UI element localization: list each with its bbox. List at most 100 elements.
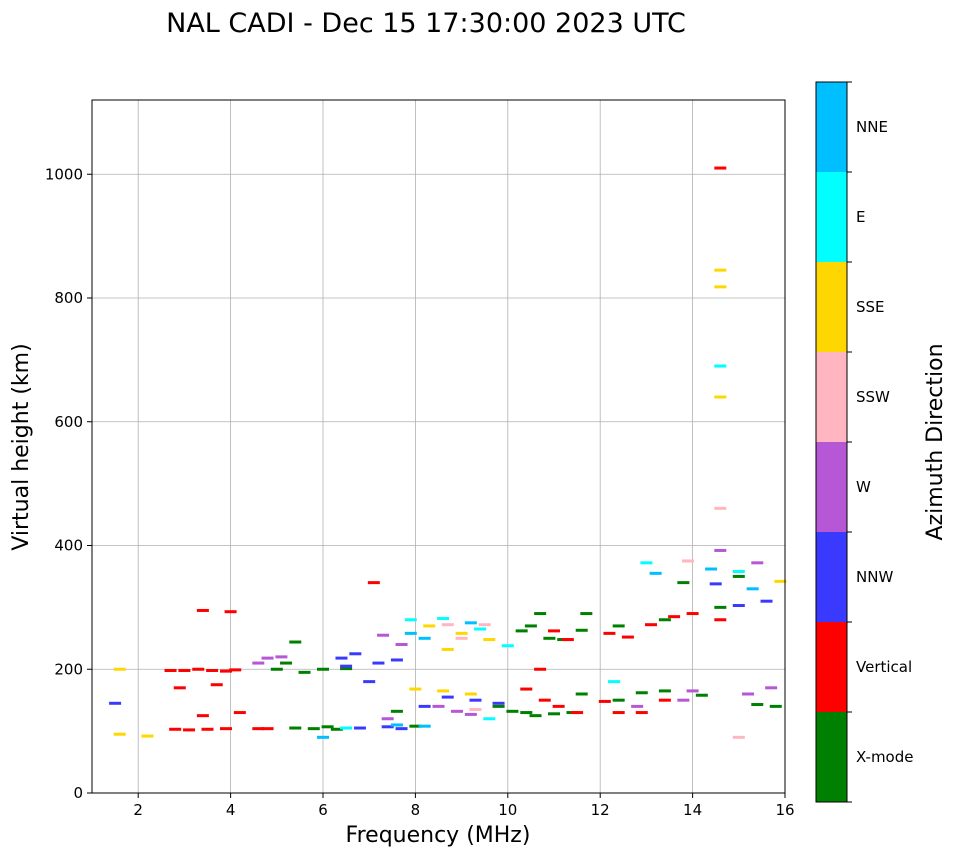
x-tick-label-6: 6: [318, 801, 328, 819]
point-nnw-15: [709, 582, 722, 586]
point-vertical-1: [178, 668, 191, 672]
point-x-mode-36: [534, 612, 547, 616]
point-x-mode-28: [298, 670, 311, 674]
point-e-8: [501, 644, 514, 648]
point-sse-13: [141, 734, 154, 738]
y-tick-label-0: 0: [73, 784, 83, 802]
point-nnw-11: [732, 604, 745, 608]
point-x-mode-34: [732, 574, 745, 578]
colorbar-segment-nnw: [816, 532, 847, 622]
point-vertical-29: [686, 612, 699, 616]
point-sse-12: [464, 692, 477, 696]
point-nnw-0: [109, 701, 122, 705]
y-tick-label-200: 200: [54, 660, 83, 678]
point-x-mode-24: [612, 624, 625, 628]
point-w-0: [252, 661, 265, 665]
point-sse-4: [409, 687, 422, 691]
grid-layer: [92, 100, 786, 794]
point-vertical-9: [219, 727, 232, 731]
data-marks: [109, 166, 787, 739]
colorbar-label-w: W: [856, 478, 871, 496]
colorbar-segment-e: [816, 172, 847, 262]
point-ssw-1: [455, 636, 468, 640]
point-nne-3: [418, 724, 431, 728]
point-w-9: [742, 692, 755, 696]
point-ssw-6: [469, 707, 482, 711]
point-vertical-8: [201, 727, 214, 731]
point-vertical-14: [367, 581, 380, 585]
chart-title: NAL CADI - Dec 15 17:30:00 2023 UTC: [166, 8, 686, 39]
axis-ticks: 2 4 6 8 10 12 14 16 0 200 400 600 800 1000: [45, 165, 795, 819]
point-vertical-20: [612, 711, 625, 715]
point-sse-11: [774, 579, 787, 583]
point-vertical-10: [252, 727, 265, 731]
point-x-mode-18: [769, 704, 782, 708]
point-nne-6: [705, 567, 718, 571]
point-x-mode-4: [390, 709, 403, 713]
x-tick-label-8: 8: [411, 801, 421, 819]
point-vertical-28: [668, 615, 681, 619]
point-vertical-35: [196, 714, 209, 718]
plot-frame: [91, 99, 786, 794]
point-x-mode-15: [658, 689, 671, 693]
point-w-11: [751, 561, 764, 565]
point-nnw-10: [492, 701, 505, 705]
point-nnw-7: [418, 704, 431, 708]
point-nnw-5: [353, 726, 366, 730]
point-x-mode-31: [289, 640, 302, 644]
point-w-1: [261, 656, 274, 660]
y-tick-label-1000: 1000: [45, 165, 83, 183]
colorbar-label-ssw: SSW: [856, 388, 890, 406]
colorbar-frame: [815, 81, 848, 803]
point-x-mode-6: [492, 704, 505, 708]
point-x-mode-35: [677, 581, 690, 585]
point-ssw-4: [714, 506, 727, 510]
point-x-mode-23: [575, 628, 588, 632]
point-w-10: [765, 686, 778, 690]
point-w-14: [686, 689, 699, 693]
colorbar-label-e: E: [856, 208, 865, 226]
point-nnw-13: [340, 664, 353, 668]
x-tick-label-2: 2: [133, 801, 143, 819]
point-vertical-11: [196, 608, 209, 612]
point-vertical-2: [192, 667, 205, 671]
point-w-6: [450, 709, 463, 713]
point-e-6: [732, 569, 745, 573]
point-nne-4: [464, 621, 477, 625]
point-nnw-14: [363, 680, 376, 684]
point-vertical-7: [183, 728, 196, 732]
point-w-15: [381, 717, 394, 721]
point-sse-6: [714, 268, 727, 272]
point-nnw-8: [441, 695, 454, 699]
point-vertical-17: [552, 704, 565, 708]
point-vertical-13: [261, 727, 274, 731]
colorbar-segment-w: [816, 442, 847, 532]
point-x-mode-9: [529, 714, 542, 718]
point-nne-0: [404, 631, 417, 635]
colorbar-label-nnw: NNW: [856, 568, 893, 586]
point-sse-7: [714, 285, 727, 289]
point-x-mode-29: [317, 667, 329, 671]
point-e-5: [714, 364, 727, 368]
y-axis-title: Virtual height (km): [9, 343, 34, 550]
point-x-mode-13: [612, 698, 625, 702]
point-vertical-25: [603, 631, 616, 635]
point-ssw-3: [681, 559, 694, 563]
point-nne-8: [317, 735, 329, 739]
point-w-13: [677, 698, 690, 702]
point-nne-1: [418, 636, 431, 640]
point-e-7: [340, 726, 353, 730]
colorbar-segment-sse: [816, 262, 847, 352]
colorbar-segment-x-mode: [816, 712, 847, 802]
point-vertical-6: [169, 727, 182, 731]
point-x-mode-10: [548, 712, 560, 716]
point-sse-10: [113, 732, 126, 736]
point-sse-9: [113, 667, 126, 671]
point-nnw-2: [349, 652, 362, 656]
point-vertical-30: [714, 618, 727, 622]
point-vertical-4: [219, 669, 232, 673]
point-x-mode-21: [543, 636, 556, 640]
colorbar-label-x-mode: X-mode: [856, 748, 913, 766]
point-x-mode-3: [330, 727, 343, 731]
